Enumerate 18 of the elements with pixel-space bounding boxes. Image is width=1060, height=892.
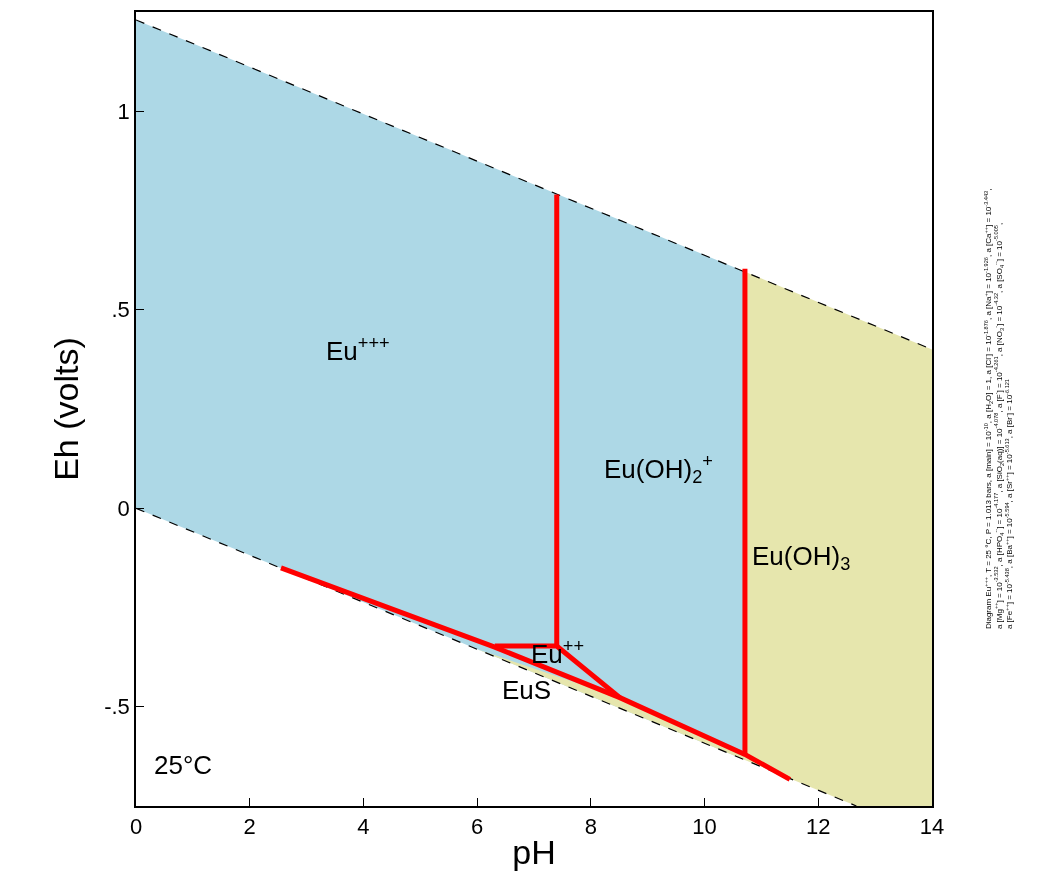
annotation: Eu(OH)$_{3}$ (752, 541, 851, 575)
x-tick-label: 4 (357, 814, 370, 840)
x-axis-title: pH (512, 832, 556, 871)
annotation: Eu$^{++}$ (531, 636, 585, 669)
y-tick-label: 0 (117, 495, 130, 521)
y-tick-label: -.5 (104, 694, 130, 720)
y-axis-title: Eh (volts) (47, 337, 86, 481)
y-tick-label: 1 (117, 98, 130, 124)
x-tick-label: 6 (471, 814, 484, 840)
annotation: Eu$^{+++}$ (326, 333, 390, 366)
x-tick-label: 12 (806, 814, 831, 840)
annotation: EuS (502, 675, 552, 705)
x-tick-label: 2 (243, 814, 256, 840)
annotation: 25°C (154, 750, 213, 780)
x-tick-label: 8 (584, 814, 597, 840)
x-tick-label: 10 (692, 814, 717, 840)
x-tick-label: 14 (919, 814, 945, 840)
y-tick-label: .5 (111, 297, 130, 323)
